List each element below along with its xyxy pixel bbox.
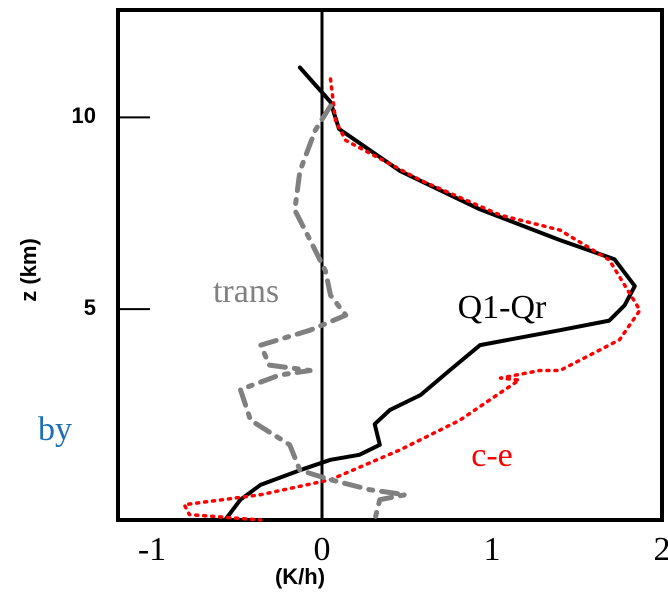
y-axis-label: z (km) <box>16 238 41 302</box>
x-tick-label: 2 <box>654 531 668 568</box>
x-axis-label: (K/h) <box>275 564 325 589</box>
series-label: c-e <box>471 437 513 474</box>
annotation: by <box>38 411 72 448</box>
series-label: Q1-Qr <box>458 289 547 326</box>
series-line <box>237 103 408 523</box>
x-tick-label: 1 <box>484 531 501 568</box>
y-tick-label: 10 <box>72 103 96 128</box>
plot-frame <box>116 8 664 522</box>
y-tick-label: 5 <box>84 295 96 320</box>
series-label: trans <box>213 273 279 310</box>
series-line <box>182 77 642 522</box>
x-tick-label: 0 <box>314 531 331 568</box>
series-line <box>223 65 637 522</box>
x-tick-label: -1 <box>138 531 166 568</box>
